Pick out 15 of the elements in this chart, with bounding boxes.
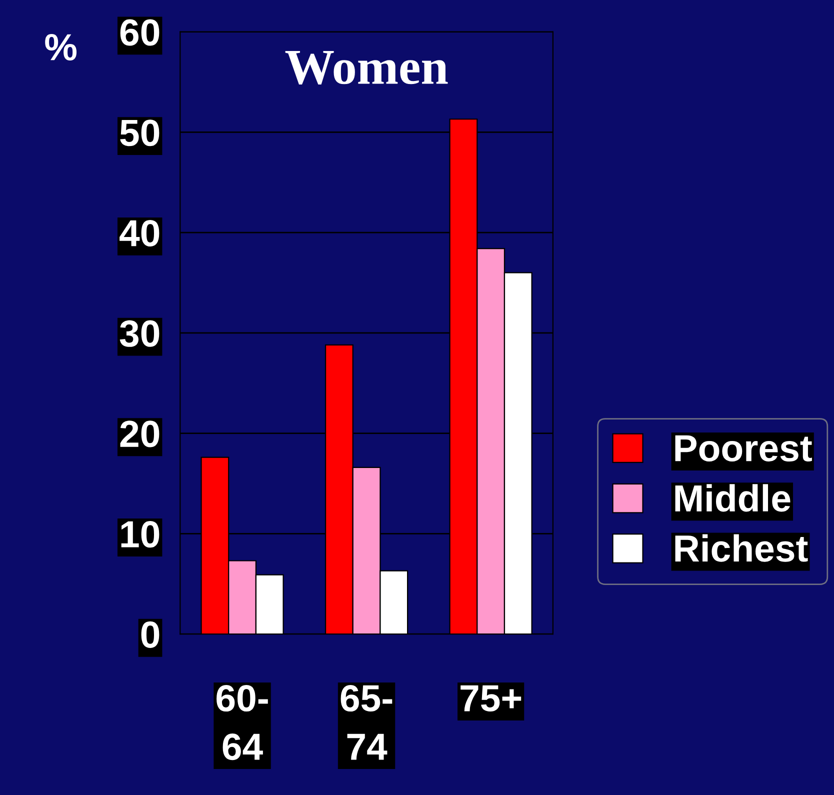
x-tick-label: 75+ [460,685,522,712]
legend-label: Poorest [675,435,812,462]
y-tick-label: 0 [141,621,160,648]
y-tick-label: 30 [120,320,160,347]
chart-title: Women [285,50,448,84]
legend-label: Middle [675,484,790,512]
y-axis-title: % [45,34,77,60]
y-tick-label: 50 [120,120,160,146]
y-tick-label: 10 [121,521,160,548]
legend-label: Richest [675,534,808,562]
y-tick-label: 20 [120,420,160,448]
y-tick-label: 40 [120,220,160,246]
y-tick-label: 60 [120,19,160,46]
x-tick-label: 60- 64 [216,685,268,760]
x-tick-label: 65- 74 [340,685,392,760]
